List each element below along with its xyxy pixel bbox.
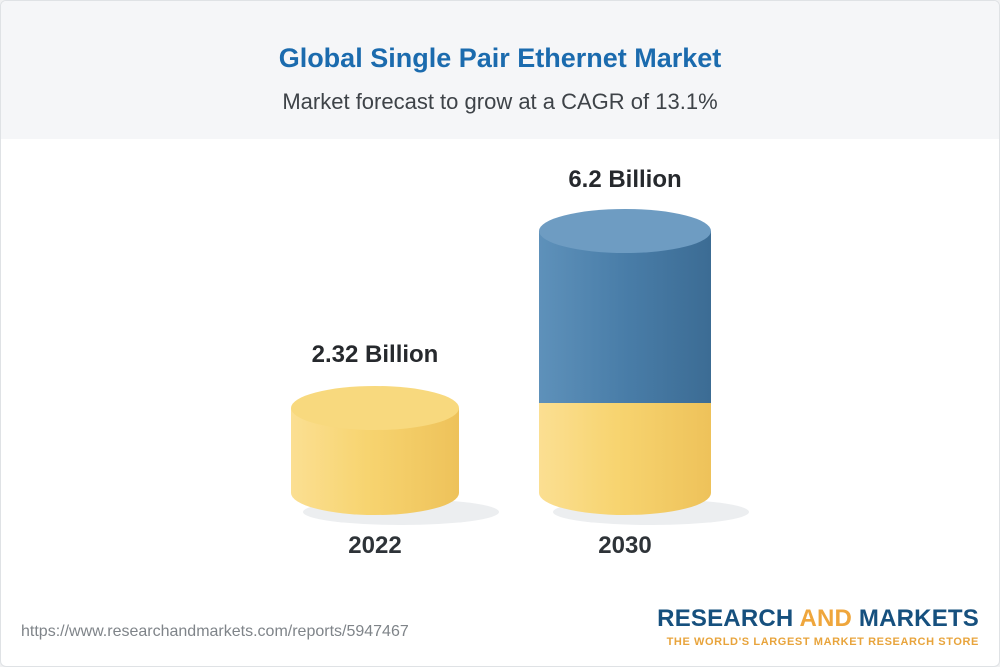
- logo-word-research: RESEARCH: [657, 605, 794, 632]
- bar-2030-upper-segment: [539, 231, 711, 403]
- header-band: [1, 1, 999, 139]
- bar-2030-top: [539, 209, 711, 253]
- logo-wordmark: RESEARCH AND MARKETS: [657, 605, 979, 633]
- report-url: https://www.researchandmarkets.com/repor…: [21, 623, 409, 640]
- value-label-2030: 6.2 Billion: [568, 166, 682, 193]
- logo-word-and: AND: [799, 605, 853, 632]
- bar-2030-lower-segment: [539, 403, 711, 515]
- logo-tagline: THE WORLD'S LARGEST MARKET RESEARCH STOR…: [666, 636, 979, 648]
- research-and-markets-logo: RESEARCH AND MARKETS THE WORLD'S LARGEST…: [657, 605, 979, 648]
- value-label-2022: 2.32 Billion: [311, 341, 439, 368]
- chart-subtitle: Market forecast to grow at a CAGR of 13.…: [282, 89, 718, 114]
- logo-word-markets: MARKETS: [858, 605, 979, 632]
- chart-title: Global Single Pair Ethernet Market: [278, 43, 722, 73]
- category-label-2030: 2030: [598, 532, 652, 559]
- category-label-2022: 2022: [348, 532, 402, 559]
- bar-2022-body: [291, 408, 459, 515]
- bar-2022-top: [291, 386, 459, 430]
